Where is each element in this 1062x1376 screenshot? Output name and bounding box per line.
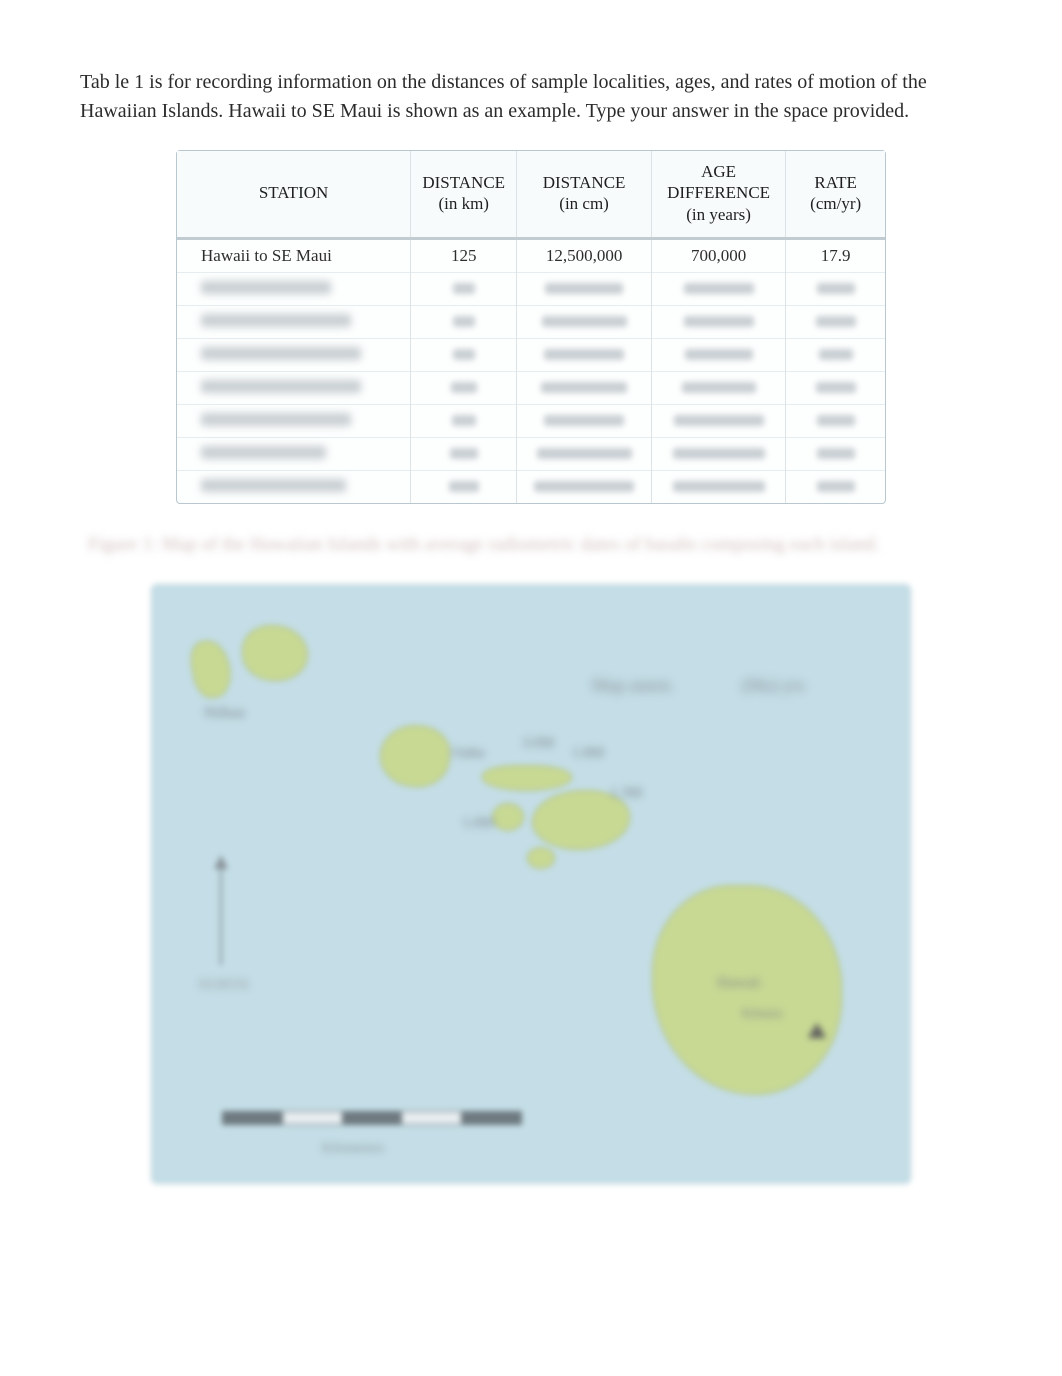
cell-blurred <box>786 305 885 338</box>
cell-blurred <box>517 272 652 305</box>
hawaii-map: Niihau Map annot. (Ma) yrs Oahu 3.0M 1.8… <box>151 584 911 1184</box>
table-row-blurred <box>177 338 885 371</box>
data-table: STATION DISTANCE (in km) DISTANCE (in cm… <box>177 151 885 503</box>
scale-seg <box>342 1112 402 1124</box>
col-header-distance-km: DISTANCE (in km) <box>411 151 517 238</box>
map-label-hawaii: Hawaii <box>717 975 760 992</box>
cell-blurred <box>411 437 517 470</box>
col-title: DISTANCE <box>422 173 505 192</box>
island-molokai <box>482 765 572 791</box>
map-label-niihau: Niihau <box>204 705 245 722</box>
island-kauai <box>242 625 308 681</box>
cell-distance-cm: 12,500,000 <box>517 238 652 272</box>
map-label-key1: Map annot. <box>592 675 674 696</box>
cell-blurred <box>517 371 652 404</box>
cell-blurred <box>177 338 411 371</box>
cell-blurred <box>517 470 652 503</box>
cell-blurred <box>177 404 411 437</box>
cell-blurred <box>177 437 411 470</box>
col-header-age: AGEDIFFERENCE (in years) <box>651 151 786 238</box>
cell-rate: 17.9 <box>786 238 885 272</box>
north-label: NORTH <box>198 977 249 994</box>
data-table-container: STATION DISTANCE (in km) DISTANCE (in cm… <box>176 150 886 504</box>
table-row-blurred <box>177 470 885 503</box>
cell-blurred <box>411 371 517 404</box>
scale-seg <box>223 1112 283 1124</box>
map-label-volcano: Kilauea <box>742 1005 782 1021</box>
cell-blurred <box>411 470 517 503</box>
col-title: DISTANCE <box>543 173 626 192</box>
cell-blurred <box>651 404 786 437</box>
cell-blurred <box>786 371 885 404</box>
island-lanai <box>492 803 524 831</box>
table-row-blurred <box>177 404 885 437</box>
scale-seg <box>283 1112 343 1124</box>
map-label-maui: 1.3M <box>610 785 642 802</box>
col-header-distance-cm: DISTANCE (in cm) <box>517 151 652 238</box>
col-sub: (in cm) <box>559 194 609 213</box>
scale-segments <box>222 1111 522 1125</box>
cell-distance-km: 125 <box>411 238 517 272</box>
cell-blurred <box>411 338 517 371</box>
col-header-station: STATION <box>177 151 411 238</box>
cell-blurred <box>177 371 411 404</box>
cell-blurred <box>411 272 517 305</box>
cell-blurred <box>517 338 652 371</box>
cell-blurred <box>517 437 652 470</box>
cell-blurred <box>517 305 652 338</box>
cell-blurred <box>651 371 786 404</box>
cell-blurred <box>651 338 786 371</box>
map-label-oahu: Oahu <box>452 745 485 762</box>
scale-seg <box>461 1112 521 1124</box>
col-title: STATION <box>259 183 328 202</box>
scale-bar: Kilometers <box>222 1111 522 1139</box>
cell-blurred <box>651 272 786 305</box>
figure-caption: Figure 1: Map of the Hawaiian Islands wi… <box>80 534 982 556</box>
table-row-blurred <box>177 437 885 470</box>
island-kahoolawe <box>527 847 555 869</box>
cell-blurred <box>786 272 885 305</box>
north-arrow-icon <box>220 865 222 965</box>
island-oahu <box>376 720 454 791</box>
cell-blurred <box>411 305 517 338</box>
col-sub: (in km) <box>438 194 489 213</box>
cell-age-diff: 700,000 <box>651 238 786 272</box>
col-sub: (cm/yr) <box>810 194 861 213</box>
cell-blurred <box>651 305 786 338</box>
table-head: STATION DISTANCE (in km) DISTANCE (in cm… <box>177 151 885 238</box>
table-row-blurred <box>177 305 885 338</box>
cell-blurred <box>177 305 411 338</box>
cell-blurred <box>177 470 411 503</box>
map-label-kaho: 1.0M <box>462 815 494 832</box>
table-body: Hawaii to SE Maui 125 12,500,000 700,000… <box>177 238 885 503</box>
scale-seg <box>402 1112 462 1124</box>
col-header-rate: RATE (cm/yr) <box>786 151 885 238</box>
cell-station: Hawaii to SE Maui <box>177 238 411 272</box>
cell-blurred <box>411 404 517 437</box>
table-row-example: Hawaii to SE Maui 125 12,500,000 700,000… <box>177 238 885 272</box>
volcano-triangle-icon <box>808 1023 826 1038</box>
cell-blurred <box>651 437 786 470</box>
scale-label: Kilometers <box>322 1141 384 1157</box>
map-label-mol2: 1.8M <box>572 745 604 762</box>
table-row-blurred <box>177 371 885 404</box>
table-row-blurred <box>177 272 885 305</box>
cell-blurred <box>786 437 885 470</box>
map-label-mol1: 3.0M <box>522 735 554 752</box>
cell-blurred <box>517 404 652 437</box>
island-niihau <box>187 637 234 701</box>
cell-blurred <box>786 404 885 437</box>
col-title: RATE <box>814 173 857 192</box>
page: Tab le 1 is for recording information on… <box>0 68 1062 1376</box>
cell-blurred <box>651 470 786 503</box>
cell-blurred <box>786 470 885 503</box>
map-label-key2: (Ma) yrs <box>742 675 804 696</box>
intro-text: Tab le 1 is for recording information on… <box>80 68 982 126</box>
cell-blurred <box>177 272 411 305</box>
col-sub: (in years) <box>686 205 751 224</box>
cell-blurred <box>786 338 885 371</box>
